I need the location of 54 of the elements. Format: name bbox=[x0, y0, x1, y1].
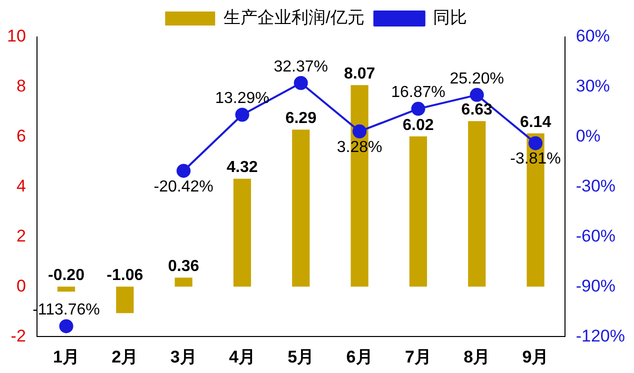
point bbox=[59, 319, 74, 334]
data-label: -1.06 bbox=[106, 267, 144, 284]
x-tick-label: 7月 bbox=[404, 347, 432, 366]
y2-tick-label: 0% bbox=[576, 126, 600, 146]
bar bbox=[233, 178, 252, 287]
y2-tick-label: -120% bbox=[576, 326, 625, 346]
point bbox=[470, 88, 484, 102]
bar bbox=[116, 286, 134, 314]
y-tick-label: 6 bbox=[16, 126, 26, 146]
data-label: 6.29 bbox=[285, 110, 317, 128]
y2-tick-label: -60% bbox=[576, 226, 616, 246]
point bbox=[528, 136, 543, 150]
data-label: 6.14 bbox=[520, 114, 552, 131]
x-tick-label: 2月 bbox=[112, 347, 138, 366]
y-tick-label: 4 bbox=[16, 176, 26, 196]
y-tick-label: 8 bbox=[16, 76, 26, 96]
bar bbox=[174, 278, 192, 287]
x-tick-label: 8月 bbox=[464, 347, 490, 366]
data-label: 8.07 bbox=[344, 66, 376, 83]
y2-tick-label: 60% bbox=[576, 26, 610, 46]
point bbox=[411, 102, 426, 116]
y2-tick-label: 30% bbox=[576, 76, 610, 96]
legend-label: 生产企业利润/亿元 bbox=[224, 8, 364, 28]
y2-tick-label: -90% bbox=[576, 276, 616, 296]
legend-label: 同比 bbox=[432, 8, 467, 28]
x-tick-label: 9月 bbox=[522, 347, 549, 366]
data-label: -0.20 bbox=[48, 267, 85, 284]
x-tick-label: 3月 bbox=[170, 347, 197, 366]
y-tick-label: -2 bbox=[10, 326, 26, 346]
y-tick-label: 0 bbox=[16, 276, 26, 296]
y-tick-label: 10 bbox=[6, 26, 26, 46]
bar bbox=[57, 286, 76, 292]
y2-tick-label: -30% bbox=[576, 176, 616, 196]
data-label: 4.32 bbox=[226, 159, 258, 176]
x-tick-label: 4月 bbox=[228, 347, 256, 366]
point bbox=[294, 76, 308, 90]
bar bbox=[409, 136, 428, 287]
data-label: -20.42% bbox=[154, 178, 214, 196]
point bbox=[352, 124, 367, 138]
data-label: 0.36 bbox=[168, 258, 200, 276]
data-label: 25.20% bbox=[450, 70, 504, 88]
x-tick-label: 1月 bbox=[53, 347, 80, 366]
data-label: 16.87% bbox=[391, 84, 446, 102]
data-label: 6.63 bbox=[461, 102, 493, 119]
x-tick-label: 6月 bbox=[346, 347, 373, 366]
bar bbox=[468, 121, 486, 287]
y-tick-label: 2 bbox=[16, 226, 26, 246]
data-label: 32.37% bbox=[274, 58, 328, 76]
data-label: 6.02 bbox=[402, 116, 434, 134]
point bbox=[235, 108, 250, 122]
x-tick-label: 5月 bbox=[288, 347, 314, 366]
bar bbox=[292, 130, 310, 287]
data-label: 13.29% bbox=[215, 90, 270, 108]
point bbox=[176, 164, 191, 178]
